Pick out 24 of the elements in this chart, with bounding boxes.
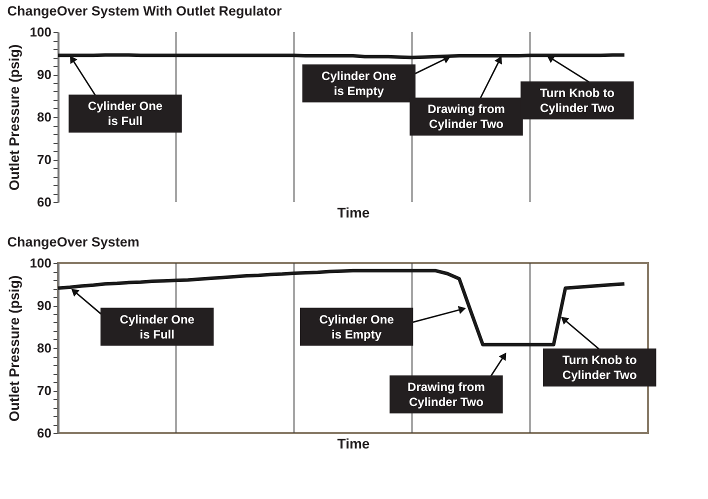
y-axis-title: Outlet Pressure (psig) — [6, 44, 22, 191]
chart-title: ChangeOver System — [7, 234, 140, 250]
y-tick-label: 80 — [37, 110, 52, 124]
y-tick-label: 60 — [37, 426, 52, 440]
y-tick-label: 90 — [37, 298, 52, 313]
y-tick-label: 100 — [30, 256, 52, 270]
annotation: Cylinder One is Full — [88, 99, 163, 128]
y-tick-label: 70 — [37, 152, 52, 167]
y-tick-label: 90 — [37, 67, 52, 82]
y-tick-label: 70 — [37, 383, 52, 398]
annotation: Turn Knob to Cylinder Two — [562, 353, 637, 382]
annotation: Turn Knob to Cylinder Two — [540, 86, 614, 115]
annotation: Cylinder One is Empty — [322, 68, 397, 98]
x-axis-title: Time — [337, 204, 370, 220]
chart-title: ChangeOver System With Outlet Regulator — [7, 4, 282, 18]
annotation: Cylinder One is Empty — [319, 312, 394, 342]
annotation: Drawing from Cylinder Two — [428, 102, 505, 132]
y-tick-label: 80 — [37, 340, 52, 356]
y-tick-label: 60 — [37, 194, 52, 210]
y-tick-label: 100 — [30, 24, 52, 40]
annotation: Cylinder One is Full — [120, 312, 195, 342]
x-axis-title: Time — [337, 436, 370, 452]
annotation: Drawing from Cylinder Two — [408, 380, 485, 409]
y-axis-title: Outlet Pressure (psig) — [6, 275, 22, 422]
